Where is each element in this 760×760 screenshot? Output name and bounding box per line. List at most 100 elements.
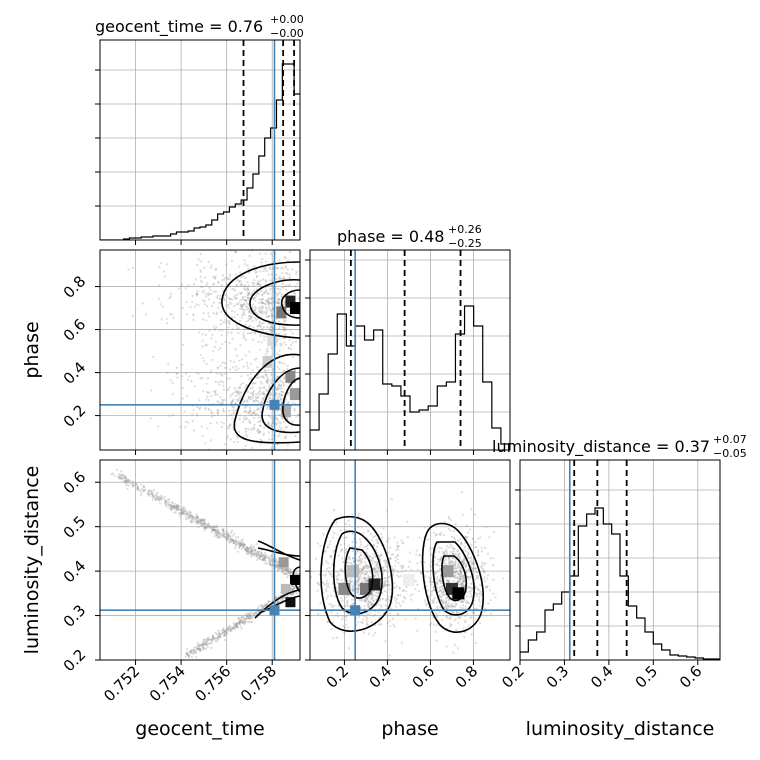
scatter-point	[157, 425, 160, 428]
scatter-point	[445, 605, 448, 609]
scatter-point	[257, 292, 260, 296]
scatter-point	[160, 494, 163, 497]
scatter-point	[255, 319, 258, 322]
scatter-point	[232, 398, 235, 401]
scatter-point	[470, 557, 473, 560]
scatter-point	[261, 399, 264, 402]
scatter-point	[388, 654, 391, 657]
scatter-point	[126, 478, 129, 481]
scatter-point	[271, 313, 274, 317]
scatter-point	[213, 276, 216, 279]
scatter-point	[278, 425, 281, 428]
scatter-point	[256, 282, 260, 285]
scatter-point	[462, 607, 465, 610]
scatter-point	[224, 294, 228, 297]
scatter-point	[195, 371, 198, 374]
scatter-point	[256, 282, 259, 286]
scatter-point	[265, 299, 269, 302]
scatter-point	[301, 584, 303, 586]
scatter-point	[259, 305, 262, 308]
scatter-point	[352, 589, 355, 592]
scatter-point	[397, 545, 400, 548]
scatter-point	[395, 597, 398, 601]
scatter-point	[258, 322, 261, 325]
scatter-point	[213, 525, 216, 529]
scatter-point	[255, 555, 258, 558]
scatter-point	[486, 585, 489, 588]
scatter-point	[249, 312, 252, 315]
scatter-point	[226, 537, 229, 540]
scatter-point	[439, 576, 443, 579]
scatter-point	[284, 284, 288, 287]
scatter-point	[461, 574, 464, 577]
scatter-point	[259, 438, 262, 441]
scatter-point	[127, 268, 130, 271]
y-axis-label-phase: phase	[21, 321, 43, 378]
scatter-point	[191, 419, 195, 423]
scatter-point	[196, 520, 199, 523]
scatter-point	[492, 563, 495, 567]
scatter-point	[214, 290, 218, 293]
scatter-point	[281, 380, 284, 384]
scatter-point	[282, 276, 285, 279]
contour-line	[221, 261, 300, 339]
scatter-point	[249, 387, 252, 390]
scatter-point	[263, 452, 265, 454]
scatter-point	[233, 316, 236, 319]
scatter-point	[257, 301, 261, 304]
scatter-point	[367, 565, 371, 568]
scatter-point	[267, 422, 270, 426]
scatter-point	[286, 595, 290, 598]
scatter-point	[375, 597, 378, 601]
scatter-point	[444, 615, 448, 618]
scatter-point	[276, 443, 279, 446]
scatter-point	[269, 329, 273, 332]
scatter-point	[369, 532, 373, 536]
scatter-point	[264, 559, 267, 562]
scatter-point	[235, 624, 238, 627]
scatter-point	[237, 393, 240, 396]
scatter-point	[209, 637, 212, 641]
scatter-point	[159, 262, 162, 265]
scatter-point	[269, 329, 272, 332]
scatter-point	[187, 421, 190, 424]
scatter-point	[226, 531, 230, 535]
scatter-point	[279, 344, 282, 347]
scatter-point	[402, 541, 405, 544]
scatter-point	[246, 374, 249, 377]
scatter-point	[226, 530, 229, 533]
scatter-point	[295, 273, 298, 276]
scatter-point	[472, 561, 475, 564]
scatter-point	[228, 377, 231, 380]
scatter-point	[367, 529, 370, 532]
scatter-point	[199, 648, 203, 652]
scatter-point	[359, 553, 362, 557]
scatter-point	[287, 570, 290, 574]
scatter-point	[176, 469, 178, 471]
scatter-point	[226, 630, 229, 633]
scatter-point	[477, 553, 480, 557]
scatter-point	[283, 337, 286, 340]
scatter-point	[357, 560, 360, 563]
scatter-point	[276, 397, 279, 401]
scatter-point	[454, 561, 457, 564]
scatter-point	[434, 572, 437, 575]
scatter-point	[433, 563, 437, 566]
scatter-point	[228, 541, 231, 544]
scatter-point	[375, 561, 378, 564]
scatter-point	[200, 644, 203, 647]
scatter-point	[281, 326, 284, 329]
scatter-point	[399, 565, 402, 568]
scatter-point	[271, 296, 274, 299]
scatter-point	[207, 639, 210, 642]
scatter-point	[345, 547, 348, 551]
scatter-point	[216, 400, 219, 403]
scatter-point	[364, 572, 368, 575]
scatter-point	[261, 247, 263, 249]
scatter-point	[238, 414, 241, 417]
scatter-point	[229, 275, 232, 278]
scatter-point	[167, 503, 170, 506]
scatter-point	[341, 615, 344, 618]
scatter-point	[468, 624, 471, 627]
scatter-point	[164, 502, 167, 505]
